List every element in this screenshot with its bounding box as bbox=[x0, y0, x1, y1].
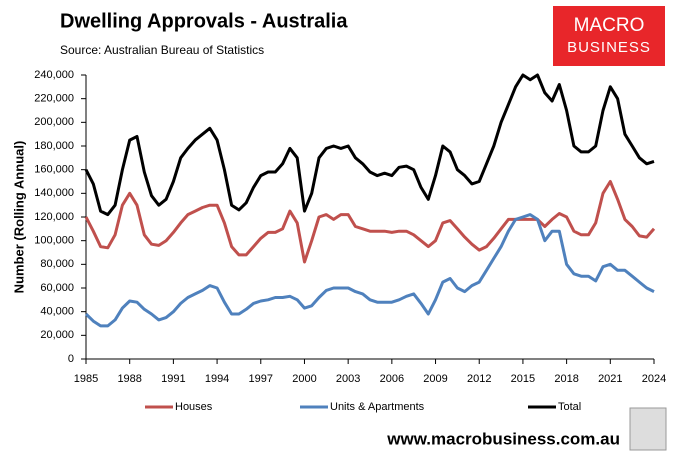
x-tick-label: 1985 bbox=[74, 373, 98, 385]
x-tick-label: 2009 bbox=[423, 373, 447, 385]
legend-label: Houses bbox=[175, 401, 213, 413]
chart-subtitle: Source: Australian Bureau of Statistics bbox=[60, 43, 264, 57]
y-tick-label: 100,000 bbox=[34, 235, 74, 247]
x-tick-label: 2003 bbox=[336, 373, 360, 385]
x-tick-label: 2012 bbox=[467, 373, 491, 385]
y-tick-label: 180,000 bbox=[34, 140, 74, 152]
x-tick-label: 2021 bbox=[598, 373, 622, 385]
x-tick-label: 1997 bbox=[249, 373, 273, 385]
chart-title: Dwelling Approvals - Australia bbox=[60, 10, 348, 32]
y-tick-label: 0 bbox=[68, 353, 74, 365]
series-line bbox=[84, 180, 656, 264]
y-tick-label: 60,000 bbox=[40, 282, 74, 294]
y-tick-label: 20,000 bbox=[40, 329, 74, 341]
x-tick-label: 2018 bbox=[554, 373, 578, 385]
y-tick-label: 200,000 bbox=[34, 116, 74, 128]
y-tick-label: 40,000 bbox=[40, 306, 74, 318]
wolf-icon bbox=[629, 407, 667, 451]
logo-text: BUSINESS bbox=[567, 39, 651, 56]
y-tick-label: 120,000 bbox=[34, 211, 74, 223]
legend-label: Total bbox=[558, 401, 581, 413]
x-tick-label: 2015 bbox=[511, 373, 535, 385]
footer: www.macrobusiness.com.au bbox=[386, 429, 620, 448]
x-tick-label: 2000 bbox=[292, 373, 316, 385]
y-tick-label: 220,000 bbox=[34, 93, 74, 105]
x-tick-label: 1988 bbox=[117, 373, 141, 385]
x-tick-label: 2006 bbox=[380, 373, 404, 385]
series-line bbox=[84, 213, 655, 328]
x-tick-label: 1994 bbox=[205, 373, 229, 385]
legend-label: Units & Apartments bbox=[330, 401, 425, 413]
series-line bbox=[84, 73, 655, 217]
y-tick-label: 80,000 bbox=[40, 258, 74, 270]
y-tick-label: 140,000 bbox=[34, 187, 74, 199]
x-tick-label: 2024 bbox=[642, 373, 666, 385]
logo-text: MACRO bbox=[574, 15, 645, 36]
x-tick-label: 1991 bbox=[161, 373, 185, 385]
logo-box bbox=[553, 6, 665, 66]
y-axis-label: Number (Rolling Annual) bbox=[11, 141, 26, 294]
y-tick-label: 160,000 bbox=[34, 164, 74, 176]
y-tick-label: 240,000 bbox=[34, 69, 74, 81]
